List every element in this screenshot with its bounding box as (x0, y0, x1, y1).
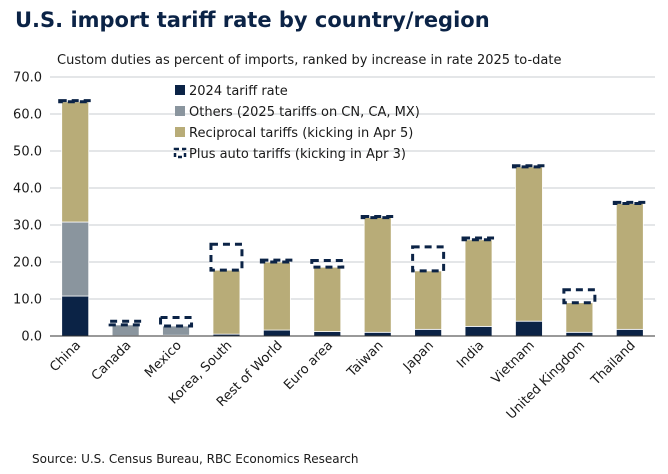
bar-segment (565, 331, 594, 337)
y-tick-label: 60.0 (13, 108, 42, 123)
y-tick-label: 20.0 (13, 256, 42, 271)
bar-segment-auto-tariffs (259, 258, 294, 264)
bar-segment (262, 329, 291, 337)
bar-segment (212, 269, 241, 335)
legend-swatch (175, 85, 185, 95)
y-tick-label: 40.0 (13, 182, 42, 197)
legend-swatch (175, 127, 185, 137)
legend-label: Plus auto tariffs (kicking in Apr 3) (189, 147, 406, 162)
bar-segment-auto-tariffs (209, 242, 244, 272)
bar-segment-auto-tariffs (411, 245, 446, 273)
x-category-label: Thailand (588, 338, 639, 389)
bar-segment (162, 325, 190, 336)
bar-segment (313, 331, 342, 337)
bar-segment-auto-tariffs (108, 319, 143, 327)
chart-subtitle: Custom duties as percent of imports, ran… (57, 53, 562, 68)
legend-label: Reciprocal tariffs (kicking in Apr 5) (189, 126, 413, 141)
bar-segment (363, 331, 392, 337)
bar-segment (615, 203, 644, 330)
chart-title: U.S. import tariff rate by country/regio… (15, 8, 490, 32)
x-category-label: Vietnam (489, 338, 538, 387)
bar-segment-auto-tariffs (612, 200, 647, 206)
legend-label: Others (2025 tariffs on CN, CA, MX) (189, 105, 420, 120)
y-tick-label: 0.0 (21, 330, 42, 345)
x-category-label: Canada (89, 338, 135, 384)
legend-swatch (175, 106, 185, 116)
legend-swatch-dashed (173, 147, 187, 159)
x-category-label: India (454, 338, 487, 371)
bar-segment (262, 261, 291, 331)
bar-segment (565, 302, 594, 333)
x-category-label: Euro area (281, 338, 336, 393)
bar-segment-auto-tariffs (562, 288, 597, 305)
bar-segment (464, 239, 493, 327)
bar-segment (61, 101, 90, 223)
bars (58, 99, 647, 337)
bar-segment (464, 325, 493, 337)
bar-segment (515, 166, 543, 322)
y-axis: 0.0 10.0 20.0 30.0 40.0 50.0 60.0 70.0 (13, 71, 42, 345)
y-tick-label: 70.0 (13, 71, 42, 86)
bar-segment-auto-tariffs (58, 99, 93, 104)
bar-segment-auto-tariffs (310, 259, 345, 269)
bar-segment (414, 328, 443, 337)
y-tick-label: 50.0 (13, 145, 42, 160)
bar-segment (111, 324, 140, 337)
bar-segment-auto-tariffs (511, 164, 546, 169)
bar-segment (61, 221, 90, 297)
x-category-label: Japan (400, 338, 437, 375)
legend-label: 2024 tariff rate (189, 84, 288, 99)
y-tick-label: 10.0 (13, 293, 42, 308)
bar-segment (515, 320, 543, 337)
x-category-label: China (47, 338, 84, 375)
x-category-label: Mexico (142, 338, 185, 381)
x-category-label: Taiwan (344, 338, 387, 381)
bar-segment-auto-tariffs (360, 214, 395, 220)
bar-segment (615, 328, 644, 337)
bar-segment (313, 266, 342, 332)
bar-segment (363, 217, 392, 333)
bar-segment (414, 270, 443, 330)
bar-segment-auto-tariffs (159, 316, 194, 328)
source-note: Source: U.S. Census Bureau, RBC Economic… (32, 452, 359, 466)
y-tick-label: 30.0 (13, 219, 42, 234)
bar-segment (61, 295, 90, 337)
legend: 2024 tariff rate Others (2025 tariffs on … (173, 84, 420, 162)
bar-segment-auto-tariffs (461, 236, 496, 242)
